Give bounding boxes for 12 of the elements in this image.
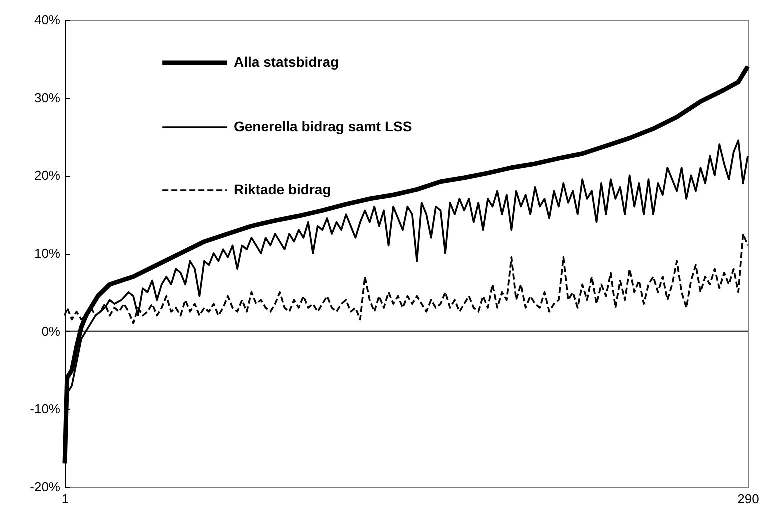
y-tick-label: 40% bbox=[34, 12, 61, 28]
y-tick-label: 10% bbox=[34, 246, 61, 261]
legend-label: Alla statsbidrag bbox=[234, 54, 340, 70]
x-tick-label: 1 bbox=[62, 492, 70, 506]
y-tick-label: 30% bbox=[34, 90, 61, 106]
x-tick-label: 290 bbox=[738, 492, 759, 506]
legend-label: Generella bidrag samt LSS bbox=[234, 118, 412, 134]
y-tick-label: 20% bbox=[34, 168, 61, 184]
y-tick-label: -20% bbox=[30, 480, 61, 494]
y-tick-label: -10% bbox=[30, 402, 61, 417]
y-tick-label: 0% bbox=[42, 324, 61, 339]
legend-label: Riktade bidrag bbox=[234, 182, 332, 198]
